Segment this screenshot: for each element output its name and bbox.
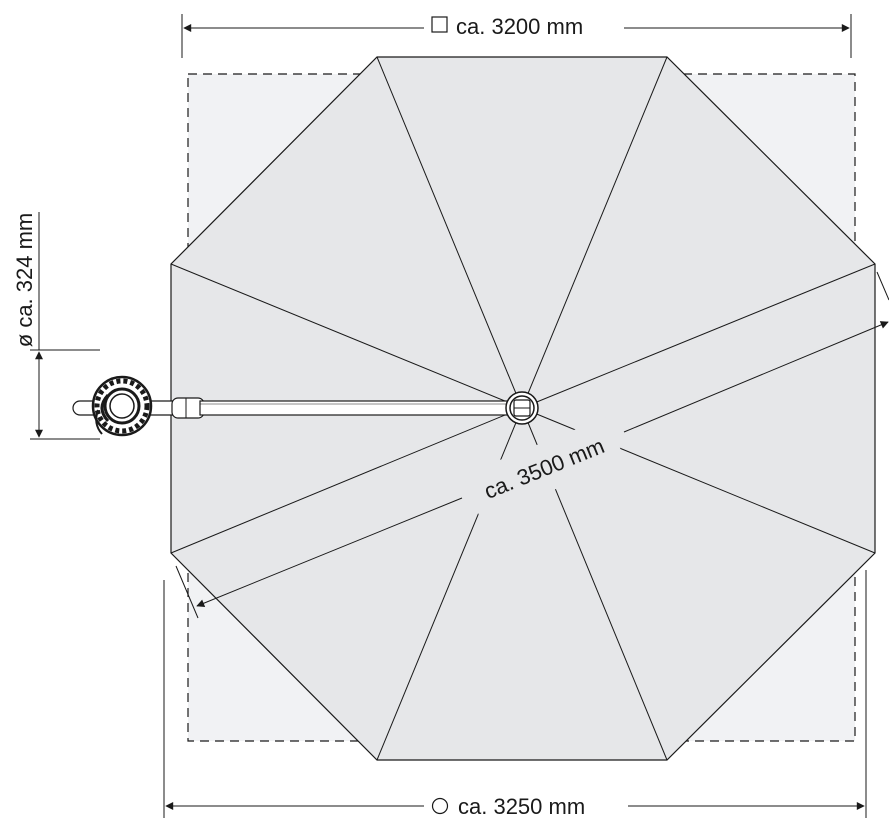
octagon-width-dimension: ca. 3250 mm bbox=[163, 570, 867, 818]
base-diameter-label: ø ca. 324 mm bbox=[12, 213, 37, 347]
square-symbol-icon bbox=[431, 16, 448, 33]
canopy-hub bbox=[505, 391, 539, 425]
diagonal-dimension: ca. 3500 mm bbox=[175, 271, 889, 619]
octagon-width-label: ca. 3250 mm bbox=[458, 794, 585, 818]
umbrella-base bbox=[91, 375, 153, 437]
circle-symbol-icon bbox=[431, 797, 449, 815]
base-diameter-dimension: ø ca. 324 mm bbox=[12, 212, 100, 440]
square-width-label: ca. 3200 mm bbox=[456, 14, 583, 39]
square-width-dimension: ca. 3200 mm bbox=[181, 14, 852, 58]
canopy-ribs bbox=[170, 56, 876, 761]
